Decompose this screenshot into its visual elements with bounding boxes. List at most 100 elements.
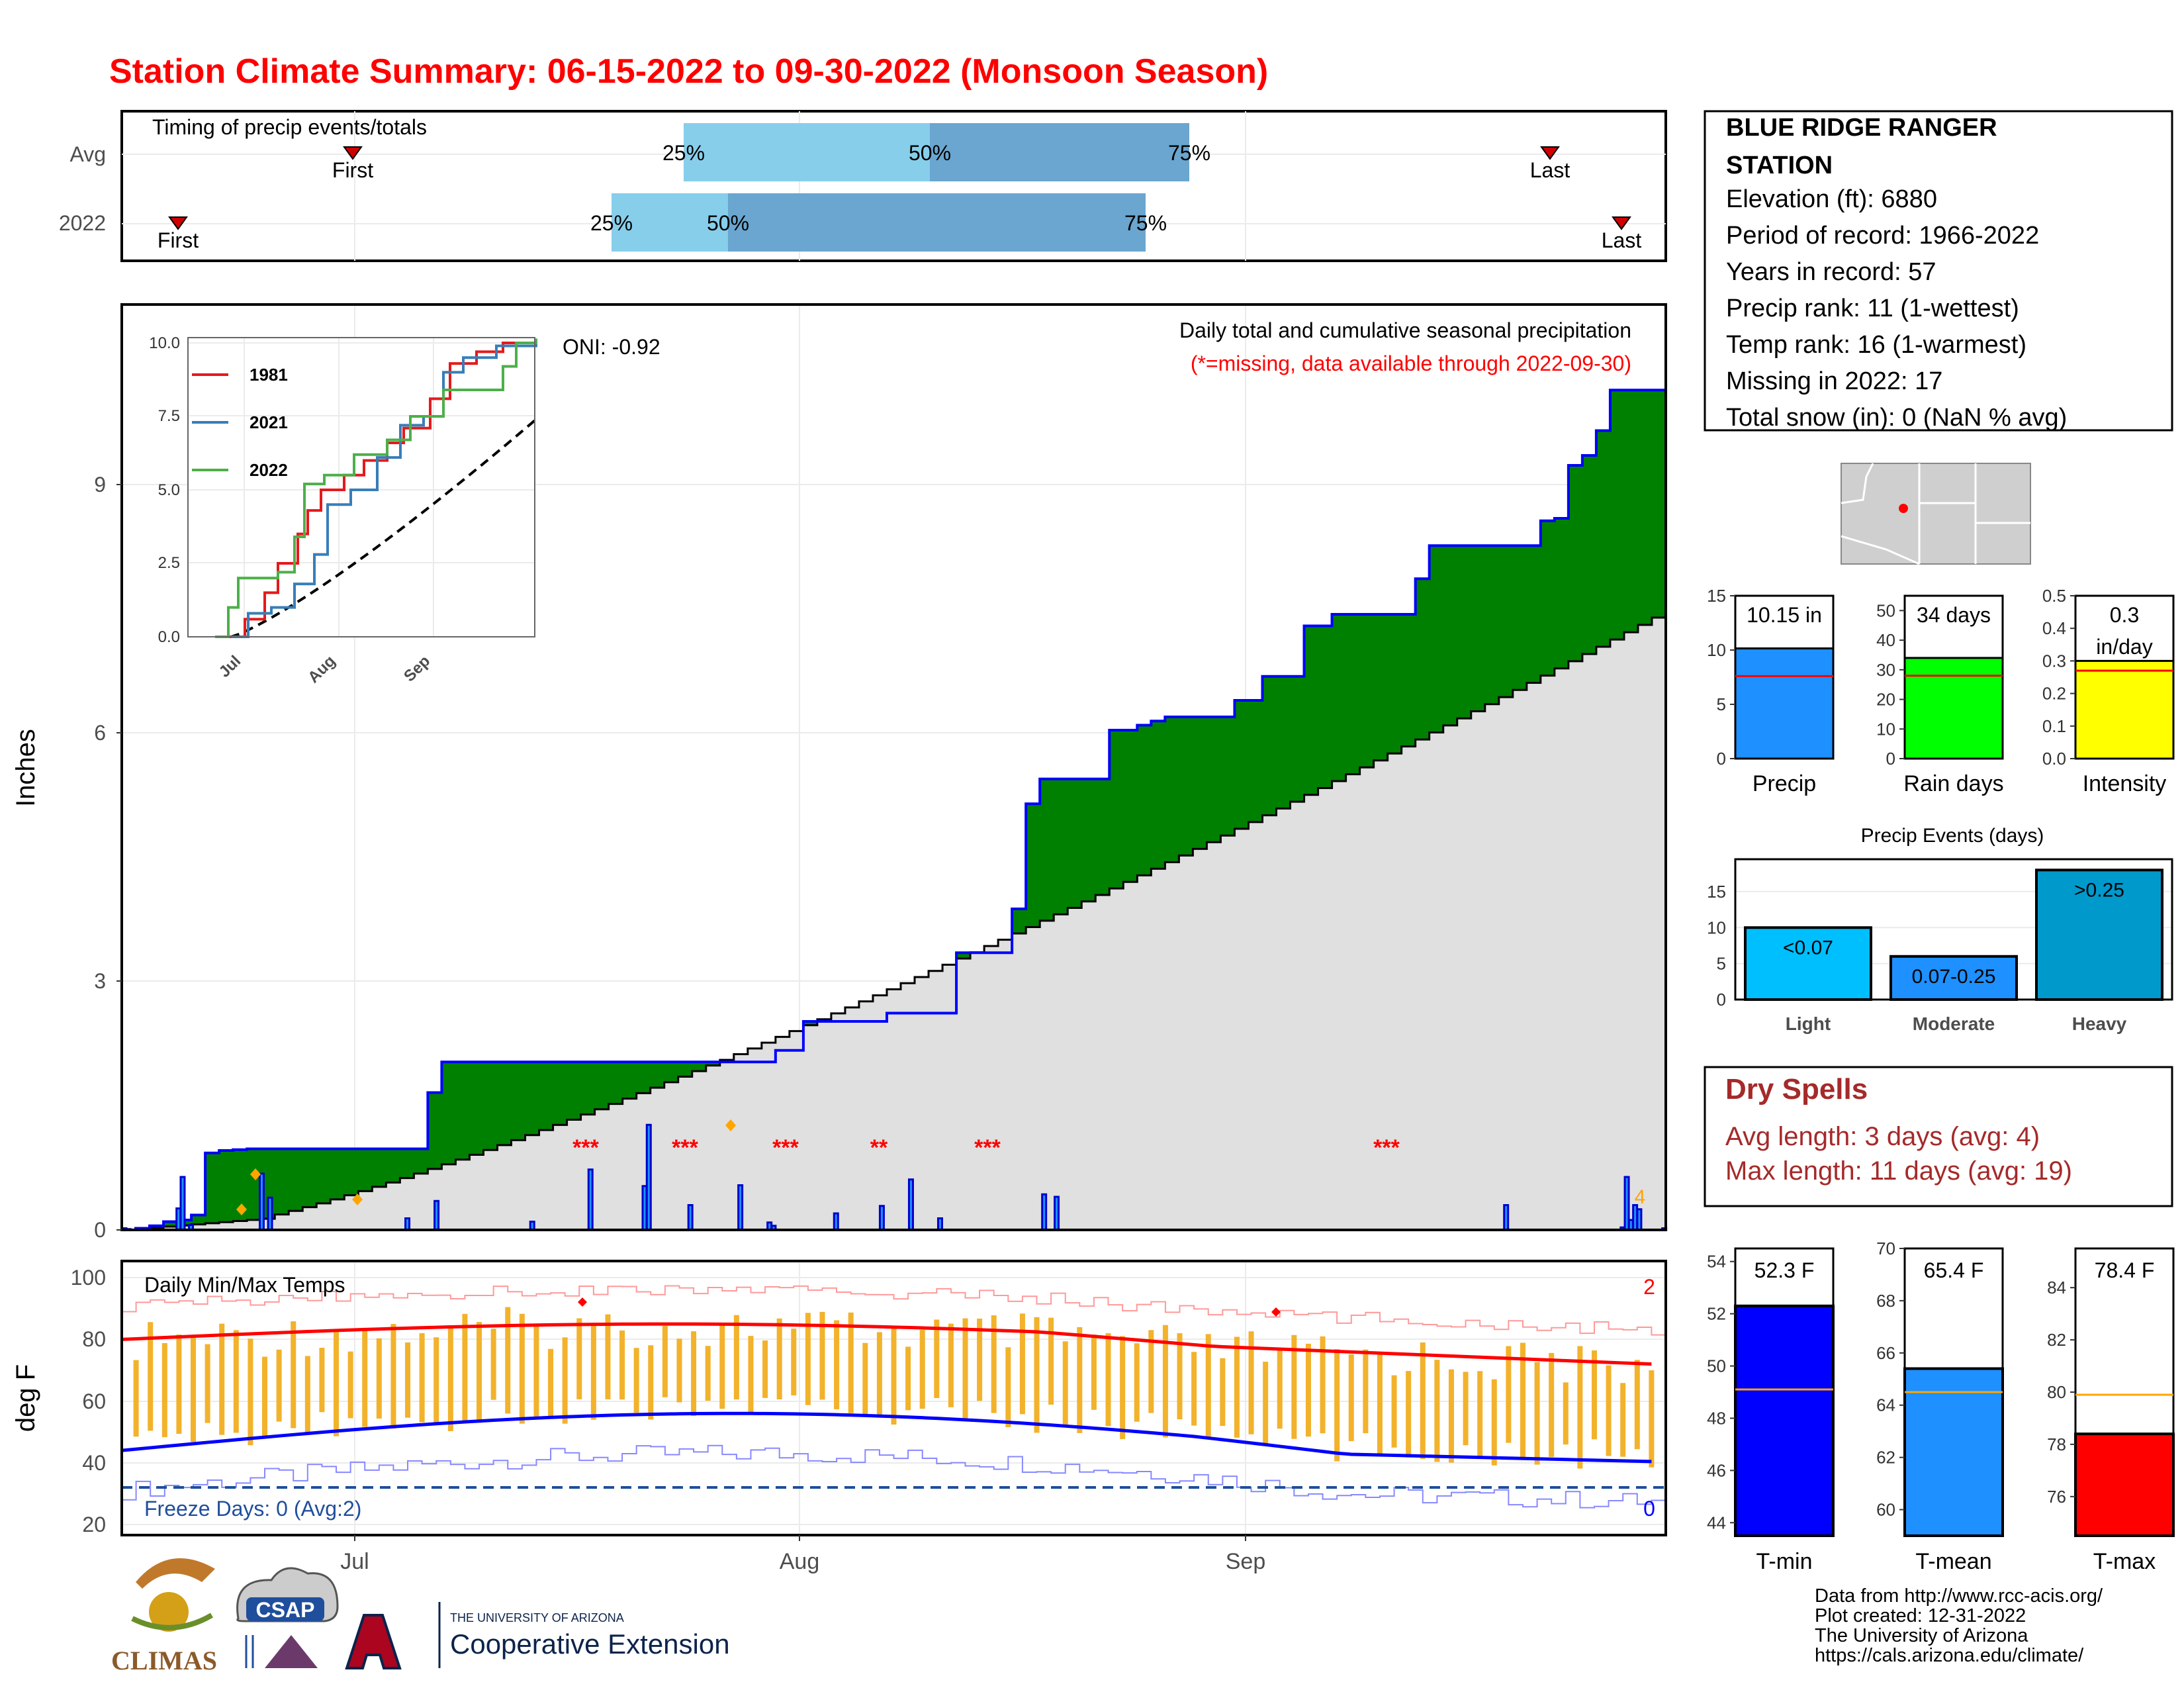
daily-temp-bar bbox=[1406, 1371, 1412, 1458]
precip-y-axis: 0 3 6 9 bbox=[94, 473, 122, 1242]
daily-temp-bar bbox=[1305, 1343, 1311, 1437]
summary-value-label: 34 days bbox=[1917, 603, 1991, 627]
temp-summary-ytick: 60 bbox=[1876, 1500, 1895, 1520]
summary-ytick: 30 bbox=[1876, 660, 1895, 680]
daily-temp-bar bbox=[1363, 1349, 1369, 1434]
station-missing: Missing in 2022: 17 bbox=[1726, 367, 1942, 395]
events-ytick: 15 bbox=[1707, 882, 1726, 902]
legend-2022: 2022 bbox=[250, 460, 288, 480]
summary-bars: 10.15 in Precip 0 5 10 15 34 days Rain days 0 10 2… bbox=[1707, 586, 2175, 796]
station-period: Period of record: 1966-2022 bbox=[1726, 222, 2039, 250]
temp-summary-bars: 52.3 F T-min 44 46 48 50 52 54 65.4 F T-mean 60 62 6… bbox=[1707, 1239, 2175, 1574]
daily-temp-bar bbox=[1005, 1347, 1011, 1427]
summary-ytick: 40 bbox=[1876, 630, 1895, 650]
summary-bar-intensity bbox=[2074, 659, 2175, 760]
avg-p75-label: 75% bbox=[1168, 141, 1210, 165]
daily-temp-bar bbox=[919, 1330, 925, 1409]
daily-temp-bar bbox=[576, 1318, 582, 1399]
missing-mark-6: *** bbox=[1373, 1135, 1400, 1160]
summary-bar-rain-days bbox=[1903, 657, 2004, 760]
daily-precip-bar bbox=[1054, 1196, 1060, 1231]
daily-temp-bar bbox=[1191, 1352, 1197, 1426]
daily-temp-bar bbox=[1320, 1336, 1326, 1434]
daily-temp-bar bbox=[1491, 1379, 1497, 1466]
cumulative-average-line bbox=[122, 616, 1666, 1231]
dry-avg-length: Avg length: 3 days (avg: 4) bbox=[1725, 1122, 2040, 1151]
summary-ytick: 15 bbox=[1707, 586, 1726, 606]
daily-temp-bar bbox=[1448, 1369, 1454, 1463]
summary-bar-label: Rain days bbox=[1903, 771, 2003, 796]
footer-created: Plot created: 12-31-2022 bbox=[1815, 1605, 2026, 1626]
temp-summary-label: T-max bbox=[2093, 1549, 2156, 1574]
inset-frame bbox=[187, 337, 535, 637]
daily-temp-bar bbox=[1377, 1354, 1383, 1455]
missing-mark-1: *** bbox=[572, 1135, 599, 1160]
temp-title: Daily Min/Max Temps bbox=[144, 1273, 345, 1297]
precip-panel: *** *** *** ** *** *** 4 Daily total and… bbox=[11, 303, 1668, 1242]
csap-logo: CSAP bbox=[236, 1567, 339, 1668]
cumulative-2022-line bbox=[122, 389, 1666, 1231]
station-snow: Total snow (in): 0 (NaN % avg) bbox=[1726, 404, 2067, 432]
summary-ytick: 0.3 bbox=[2042, 651, 2066, 671]
temp-panel: Daily Min/Max Temps Freeze Days: 0 (Avg:… bbox=[11, 1260, 1667, 1574]
daily-temp-bar bbox=[161, 1342, 167, 1438]
events-bar-label: Moderate bbox=[1913, 1013, 1995, 1034]
y2022-first-marker bbox=[168, 216, 188, 230]
daily-temp-bar bbox=[1463, 1372, 1469, 1446]
avg-last-marker bbox=[1540, 146, 1560, 160]
temp-summary-ytick: 44 bbox=[1707, 1513, 1726, 1532]
precip-caption-missing: (*=missing, data available through 2022-… bbox=[1191, 352, 1631, 375]
daily-precip-bar bbox=[687, 1204, 694, 1231]
daily-temp-bar bbox=[862, 1342, 868, 1415]
footer-url: https://cals.arizona.edu/climate/ bbox=[1815, 1645, 2084, 1666]
daily-temp-bar bbox=[1506, 1346, 1512, 1443]
daily-precip-bar bbox=[907, 1178, 914, 1231]
daily-temp-bar bbox=[834, 1320, 840, 1409]
daily-temp-bar bbox=[691, 1331, 697, 1417]
temp-summary-ytick: 46 bbox=[1707, 1460, 1726, 1480]
station-name-line1: BLUE RIDGE RANGER bbox=[1726, 114, 1997, 142]
temp-summary-value: 78.4 F bbox=[2095, 1258, 2155, 1282]
record-high-marker-1 bbox=[578, 1297, 587, 1307]
missing-mark-2: *** bbox=[672, 1135, 698, 1160]
inset-ytick-10: 10.0 bbox=[149, 334, 180, 352]
daily-temp-bar bbox=[376, 1338, 382, 1419]
temp-y-label: deg F bbox=[11, 1364, 40, 1432]
y2022-50-75-bar bbox=[728, 193, 1146, 252]
y2022-first-label: First bbox=[158, 228, 199, 252]
daily-temp-bar bbox=[776, 1318, 782, 1399]
daily-temp-bar bbox=[505, 1307, 511, 1414]
legend-2021: 2021 bbox=[250, 412, 288, 432]
daily-temp-bar bbox=[490, 1329, 496, 1400]
daily-temp-bar bbox=[205, 1344, 210, 1423]
daily-temp-bar bbox=[276, 1349, 282, 1422]
daily-temp-bar bbox=[1077, 1327, 1083, 1433]
daily-temp-bar bbox=[848, 1312, 854, 1413]
avg-last-label: Last bbox=[1530, 158, 1570, 182]
daily-temp-bar bbox=[948, 1323, 954, 1407]
daily-temp-bar bbox=[477, 1322, 482, 1423]
daily-temp-bar bbox=[633, 1348, 639, 1413]
temp-summary-value: 65.4 F bbox=[1924, 1258, 1984, 1282]
summary-ytick: 0.2 bbox=[2042, 684, 2066, 704]
temp-summary-value: 52.3 F bbox=[1754, 1258, 1815, 1282]
avg-first-marker bbox=[343, 146, 363, 160]
daily-temp-bar bbox=[791, 1329, 797, 1395]
daily-temp-bar bbox=[1391, 1375, 1397, 1448]
timing-row-avg: Avg bbox=[69, 142, 106, 166]
daily-temp-bar bbox=[1148, 1330, 1154, 1413]
climas-text: CLIMAS bbox=[111, 1646, 217, 1675]
daily-precip-bar bbox=[258, 1172, 265, 1231]
inset-2021-line bbox=[232, 343, 537, 638]
daily-temp-bar bbox=[719, 1325, 725, 1409]
temp-summary-ytick: 48 bbox=[1707, 1408, 1726, 1428]
summary-ytick: 0.4 bbox=[2042, 618, 2066, 638]
daily-temp-bar bbox=[1162, 1325, 1168, 1438]
daily-temp-bar bbox=[1220, 1358, 1226, 1427]
daily-temp-bar bbox=[1277, 1349, 1283, 1429]
xtick-aug: Aug bbox=[780, 1549, 820, 1574]
inset-ytick-2.5: 2.5 bbox=[158, 554, 180, 572]
daily-temp-bar bbox=[548, 1348, 554, 1417]
cumulative-average-area bbox=[122, 618, 1666, 1230]
summary-bar-label: Intensity bbox=[2083, 771, 2167, 796]
